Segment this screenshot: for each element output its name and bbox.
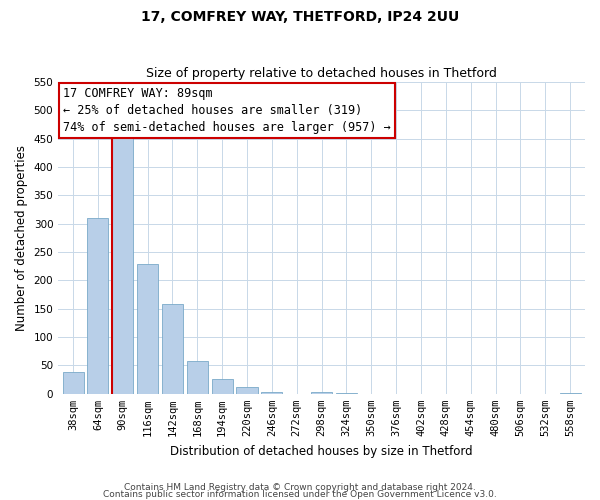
Bar (137, 264, 158, 394)
Bar (162, 304, 183, 394)
Bar (311, 392, 332, 394)
Bar (62, 372, 83, 394)
Text: 17 COMFREY WAY: 89sqm
← 25% of detached houses are smaller (319)
74% of semi-det: 17 COMFREY WAY: 89sqm ← 25% of detached … (64, 86, 391, 134)
Text: 17, COMFREY WAY, THETFORD, IP24 2UU: 17, COMFREY WAY, THETFORD, IP24 2UU (141, 10, 459, 24)
Text: Contains HM Land Registry data © Crown copyright and database right 2024.: Contains HM Land Registry data © Crown c… (124, 484, 476, 492)
Y-axis label: Number of detached properties: Number of detached properties (15, 145, 28, 331)
Bar (336, 393, 357, 394)
Bar (88, 218, 109, 394)
X-axis label: Distribution of detached houses by size in Thetford: Distribution of detached houses by size … (170, 444, 473, 458)
Title: Size of property relative to detached houses in Thetford: Size of property relative to detached ho… (146, 66, 497, 80)
Bar (262, 392, 283, 394)
Bar (212, 379, 233, 394)
Text: Contains public sector information licensed under the Open Government Licence v3: Contains public sector information licen… (103, 490, 497, 499)
Bar (236, 387, 257, 394)
Bar (187, 362, 208, 394)
Bar (112, 135, 133, 394)
Bar (560, 392, 581, 394)
